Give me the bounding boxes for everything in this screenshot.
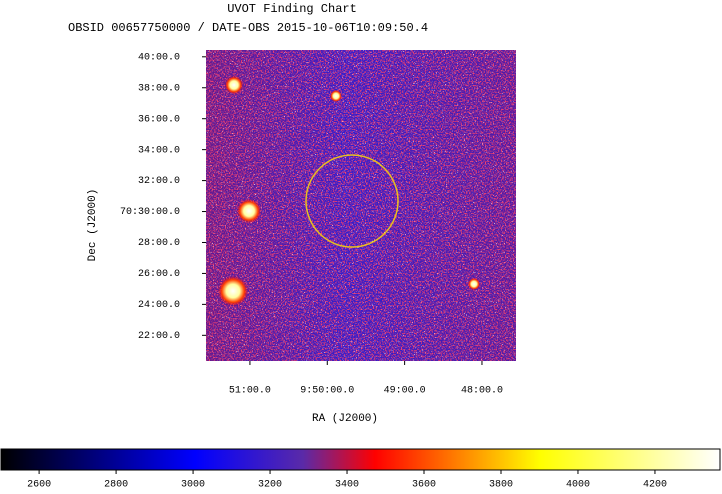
star bbox=[330, 90, 342, 102]
colorbar-tick-label: 2600 bbox=[27, 480, 51, 489]
y-tick-label: 36:00.0 bbox=[138, 114, 180, 125]
star bbox=[468, 278, 480, 290]
colorbar bbox=[0, 448, 721, 471]
image-panel bbox=[206, 50, 516, 361]
star bbox=[225, 76, 243, 94]
colorbar-tick-label: 4000 bbox=[566, 480, 590, 489]
colorbar-tick-label: 2800 bbox=[104, 480, 128, 489]
y-tick-label: 28:00.0 bbox=[138, 238, 180, 249]
star bbox=[218, 276, 248, 306]
y-tick-label: 32:00.0 bbox=[138, 176, 180, 187]
y-tick-label: 24:00.0 bbox=[138, 300, 180, 311]
y-tick-label: 70:30:00.0 bbox=[120, 207, 180, 218]
colorbar-tick-label: 3600 bbox=[412, 480, 436, 489]
y-tick-label: 38:00.0 bbox=[138, 83, 180, 94]
colorbar-tick-label: 3400 bbox=[335, 480, 359, 489]
x-tick-label: 48:00.0 bbox=[461, 386, 503, 397]
colorbar-tick-label: 4200 bbox=[643, 480, 667, 489]
colorbar-tick-label: 3800 bbox=[489, 480, 513, 489]
source-circle bbox=[305, 154, 399, 248]
x-tick-label: 49:00.0 bbox=[384, 386, 426, 397]
colorbar-tick-label: 3200 bbox=[258, 480, 282, 489]
chart-title: UVOT Finding Chart bbox=[227, 2, 357, 16]
x-tick-label: 51:00.0 bbox=[229, 386, 271, 397]
y-tick-label: 40:00.0 bbox=[138, 52, 180, 63]
y-tick-label: 34:00.0 bbox=[138, 145, 180, 156]
colorbar-tick-label: 3000 bbox=[181, 480, 205, 489]
y-tick-label: 26:00.0 bbox=[138, 269, 180, 280]
y-axis-label: Dec (J2000) bbox=[87, 189, 99, 262]
star bbox=[237, 199, 261, 223]
x-tick-label: 9:50:00.0 bbox=[300, 386, 354, 397]
y-tick-label: 22:00.0 bbox=[138, 331, 180, 342]
x-axis-label: RA (J2000) bbox=[312, 413, 378, 425]
chart-subtitle: OBSID 00657750000 / DATE-OBS 2015-10-06T… bbox=[68, 21, 428, 35]
